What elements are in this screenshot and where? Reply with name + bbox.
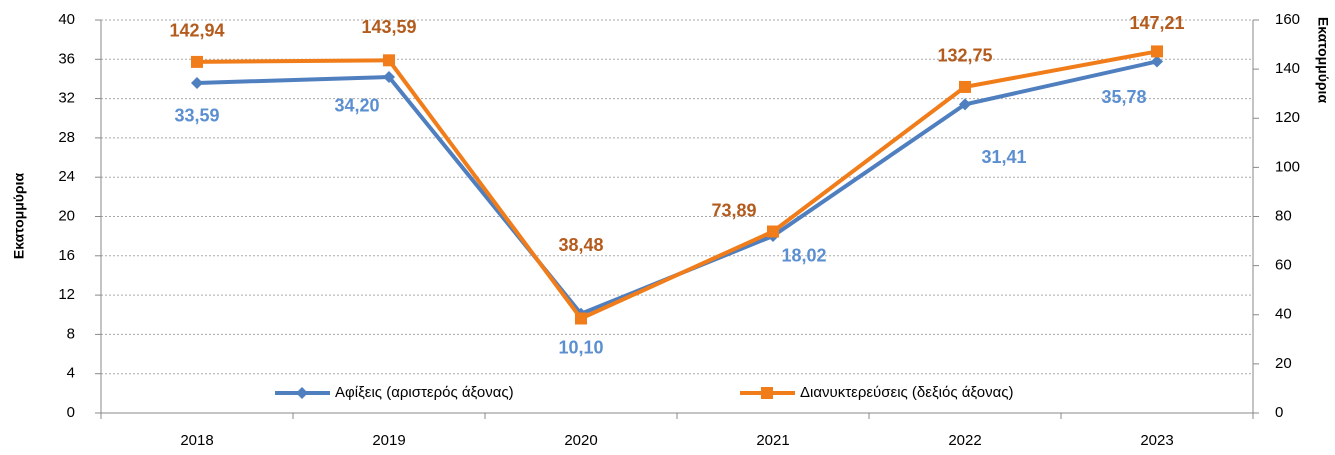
data-label: 38,48 bbox=[558, 235, 603, 255]
x-tick-label: 2023 bbox=[1140, 432, 1173, 449]
y2-tick-label: 40 bbox=[1275, 306, 1292, 323]
data-label: 35,78 bbox=[1101, 87, 1146, 107]
data-label: 132,75 bbox=[937, 46, 992, 66]
x-tick-label: 2021 bbox=[756, 432, 789, 449]
legend-label: Αφίξεις (αριστερός άξονας) bbox=[335, 384, 514, 401]
y2-tick-label: 80 bbox=[1275, 207, 1292, 224]
y2-tick-label: 60 bbox=[1275, 257, 1292, 274]
marker bbox=[296, 387, 308, 399]
x-tick-label: 2020 bbox=[564, 432, 597, 449]
y-axis-title: Εκατομμύρια bbox=[11, 173, 27, 260]
marker bbox=[575, 312, 587, 325]
marker bbox=[191, 55, 203, 68]
y-tick-label: 24 bbox=[58, 168, 75, 185]
y2-tick-label: 160 bbox=[1275, 11, 1300, 28]
marker bbox=[191, 76, 203, 89]
data-label: 142,94 bbox=[169, 21, 224, 41]
marker bbox=[1151, 45, 1163, 58]
marker bbox=[959, 98, 971, 111]
marker bbox=[383, 70, 395, 83]
y2-tick-label: 140 bbox=[1275, 60, 1300, 77]
marker bbox=[383, 54, 395, 67]
legend-label: Διανυκτερεύσεις (δεξιός άξονας) bbox=[800, 384, 1013, 401]
y-tick-label: 12 bbox=[58, 286, 75, 303]
y2-tick-label: 100 bbox=[1275, 158, 1300, 175]
y2-tick-label: 20 bbox=[1275, 355, 1292, 372]
x-tick-label: 2018 bbox=[180, 432, 213, 449]
y2-tick-label: 0 bbox=[1275, 404, 1283, 421]
y2-tick-label: 120 bbox=[1275, 109, 1300, 126]
data-label: 147,21 bbox=[1129, 13, 1184, 33]
x-tick-label: 2019 bbox=[372, 432, 405, 449]
y-tick-label: 36 bbox=[58, 50, 75, 67]
data-label: 143,59 bbox=[361, 17, 416, 37]
y-tick-label: 16 bbox=[58, 247, 75, 264]
data-label: 34,20 bbox=[334, 96, 379, 116]
y-tick-label: 0 bbox=[67, 404, 75, 421]
y-tick-label: 40 bbox=[58, 11, 75, 28]
marker bbox=[959, 80, 971, 93]
y2-axis-title: Εκατομμύρια bbox=[1315, 17, 1331, 104]
data-label: 73,89 bbox=[711, 200, 756, 220]
y-tick-label: 4 bbox=[67, 365, 75, 382]
marker bbox=[761, 387, 773, 399]
data-label: 33,59 bbox=[174, 106, 219, 126]
data-label: 18,02 bbox=[781, 246, 826, 266]
series-line bbox=[196, 49, 1158, 321]
y-tick-label: 28 bbox=[58, 129, 75, 146]
data-label: 31,41 bbox=[981, 147, 1026, 167]
y-tick-label: 8 bbox=[67, 325, 75, 342]
y-tick-label: 32 bbox=[58, 90, 75, 107]
y-tick-label: 20 bbox=[58, 207, 75, 224]
x-tick-label: 2022 bbox=[948, 432, 981, 449]
marker bbox=[1151, 55, 1163, 68]
marker bbox=[767, 225, 779, 238]
data-label: 10,10 bbox=[558, 338, 603, 358]
